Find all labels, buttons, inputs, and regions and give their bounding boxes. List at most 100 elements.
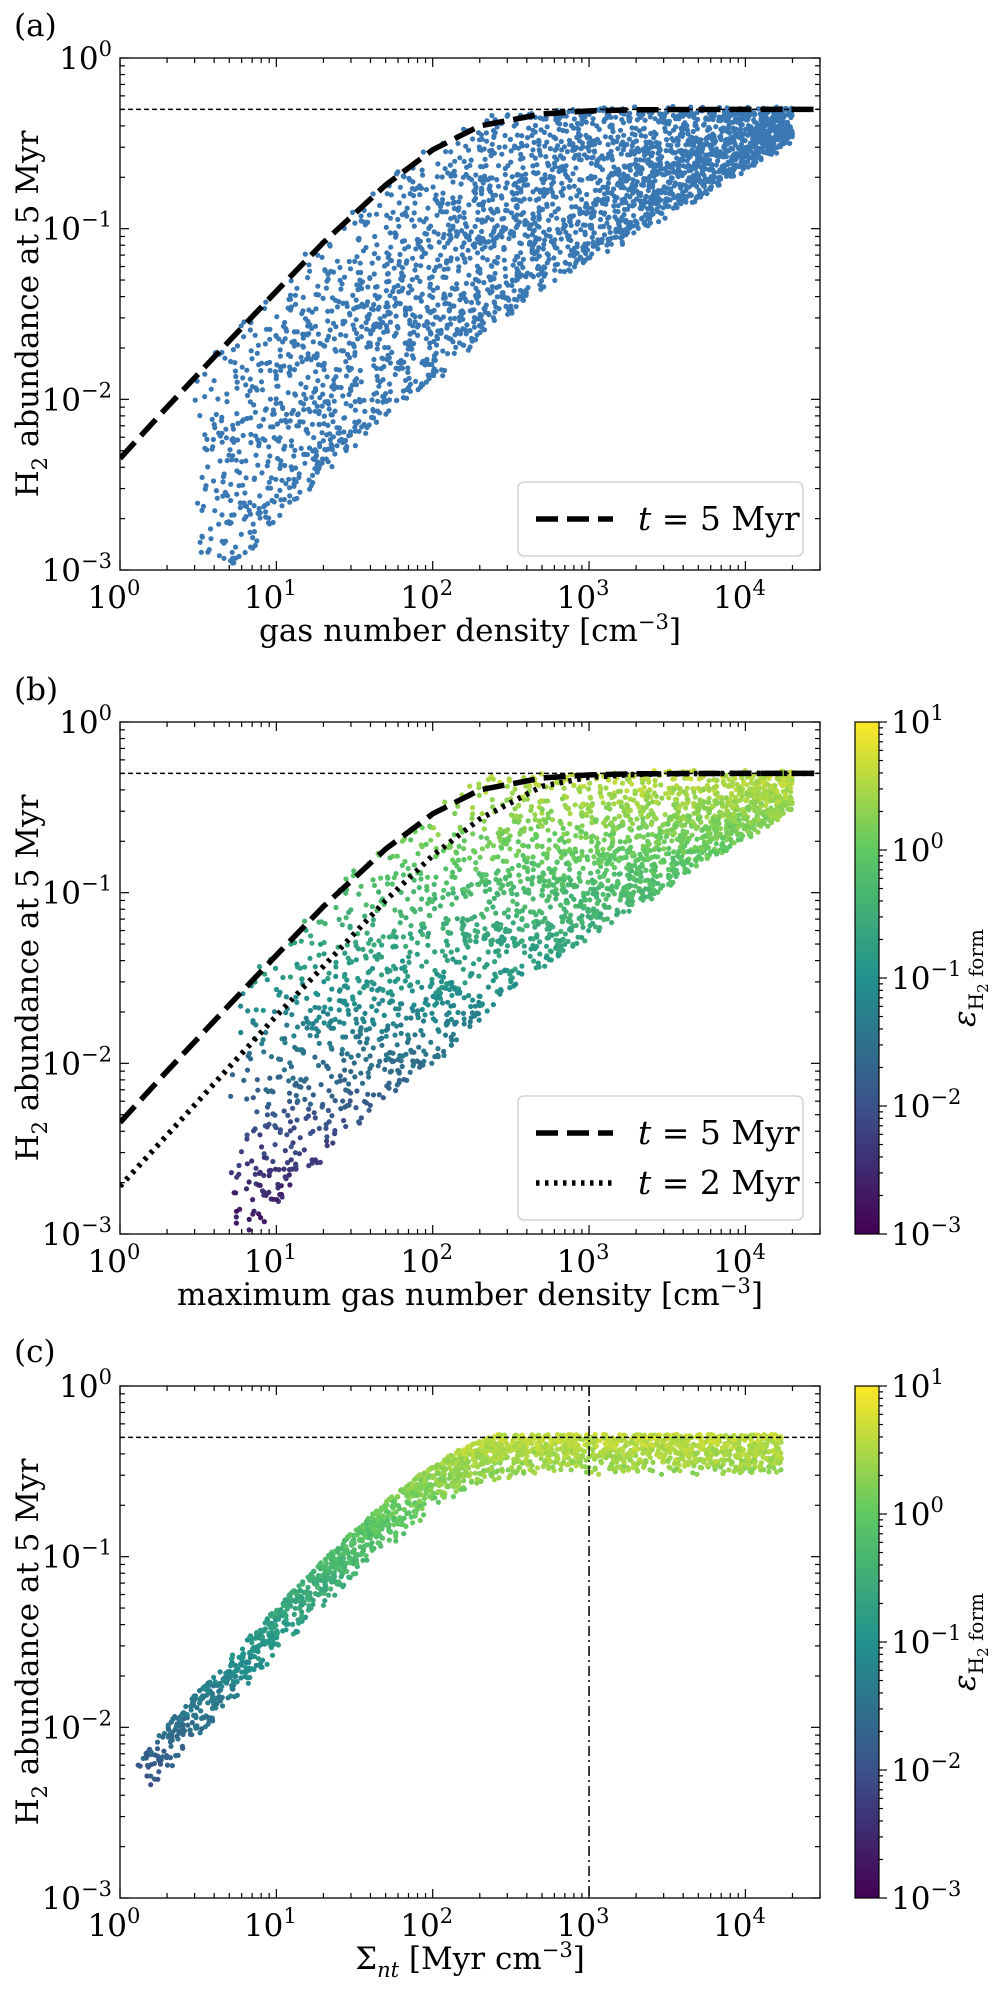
data-point — [464, 224, 470, 230]
data-point — [693, 123, 699, 129]
data-point — [611, 164, 617, 170]
data-point — [566, 233, 572, 239]
data-point — [673, 116, 679, 122]
data-point — [513, 981, 519, 987]
data-point — [545, 217, 552, 223]
data-point — [632, 883, 638, 889]
data-point — [344, 351, 351, 357]
data-point — [704, 190, 710, 197]
data-point — [445, 266, 451, 272]
data-point — [543, 955, 549, 961]
data-point — [670, 191, 676, 197]
data-point — [641, 784, 647, 791]
data-point — [394, 397, 400, 403]
data-point — [683, 199, 689, 205]
data-point — [604, 220, 610, 226]
data-point — [486, 899, 492, 905]
data-point — [512, 786, 518, 792]
data-point — [686, 168, 692, 174]
data-point — [276, 1167, 282, 1173]
data-point — [694, 194, 700, 200]
data-point — [254, 1109, 260, 1115]
data-point — [640, 808, 646, 814]
data-point — [611, 203, 617, 209]
data-point — [511, 288, 517, 294]
data-point — [625, 152, 631, 158]
data-point — [629, 125, 635, 131]
data-point — [639, 215, 645, 221]
data-point — [343, 359, 349, 365]
x-tick-label-base: 10 — [400, 580, 439, 616]
data-point — [581, 903, 587, 909]
data-point — [275, 1181, 281, 1187]
data-point — [567, 252, 573, 258]
data-point — [516, 219, 523, 225]
data-point — [559, 147, 565, 153]
data-point — [597, 216, 604, 223]
data-point — [396, 1006, 402, 1012]
data-point — [202, 371, 208, 377]
data-point — [429, 1060, 435, 1066]
data-point — [532, 155, 538, 161]
data-point — [715, 182, 721, 188]
data-point — [580, 222, 587, 228]
data-point — [310, 339, 316, 345]
data-point — [549, 817, 556, 823]
data-point — [505, 311, 511, 317]
data-point — [473, 860, 479, 866]
data-point — [298, 445, 304, 451]
data-point — [541, 241, 547, 248]
data-point — [376, 938, 382, 944]
data-point — [616, 220, 622, 227]
data-point — [560, 825, 566, 832]
data-point — [424, 358, 430, 364]
data-point — [366, 212, 372, 218]
data-point — [387, 381, 393, 387]
data-point — [255, 437, 261, 443]
data-point — [371, 271, 377, 277]
data-point — [701, 141, 707, 147]
data-point — [520, 178, 526, 184]
data-point — [705, 127, 711, 133]
data-point — [469, 335, 475, 341]
data-point — [385, 990, 391, 996]
data-point — [444, 258, 450, 264]
data-point — [502, 266, 508, 272]
data-point — [736, 110, 742, 117]
data-point — [271, 1009, 278, 1015]
data-point — [399, 862, 405, 869]
data-point — [389, 881, 395, 887]
data-point — [461, 240, 467, 246]
data-point — [446, 301, 452, 307]
data-point — [431, 268, 437, 274]
panel-label: (b) — [14, 672, 58, 708]
data-point — [605, 892, 612, 898]
data-point — [539, 919, 546, 925]
data-point — [529, 152, 535, 158]
data-point — [465, 247, 471, 253]
data-point — [659, 210, 665, 217]
data-point — [633, 157, 639, 163]
data-point — [217, 458, 223, 464]
data-point — [515, 145, 522, 151]
data-point — [257, 515, 263, 521]
data-point — [330, 1140, 336, 1146]
data-point — [513, 224, 519, 231]
data-point — [477, 240, 484, 246]
data-point — [527, 240, 533, 246]
data-point — [253, 452, 259, 458]
data-point — [661, 118, 668, 124]
data-point — [690, 173, 696, 179]
data-point — [334, 258, 340, 264]
data-point — [257, 510, 263, 516]
data-point — [701, 172, 707, 178]
data-point — [641, 176, 647, 182]
data-point — [404, 1039, 411, 1045]
data-point — [417, 314, 423, 320]
data-point — [619, 117, 625, 123]
data-point — [605, 189, 611, 195]
data-point — [461, 1021, 467, 1027]
data-point — [356, 891, 362, 897]
data-point — [666, 118, 673, 124]
data-point — [279, 1194, 285, 1200]
